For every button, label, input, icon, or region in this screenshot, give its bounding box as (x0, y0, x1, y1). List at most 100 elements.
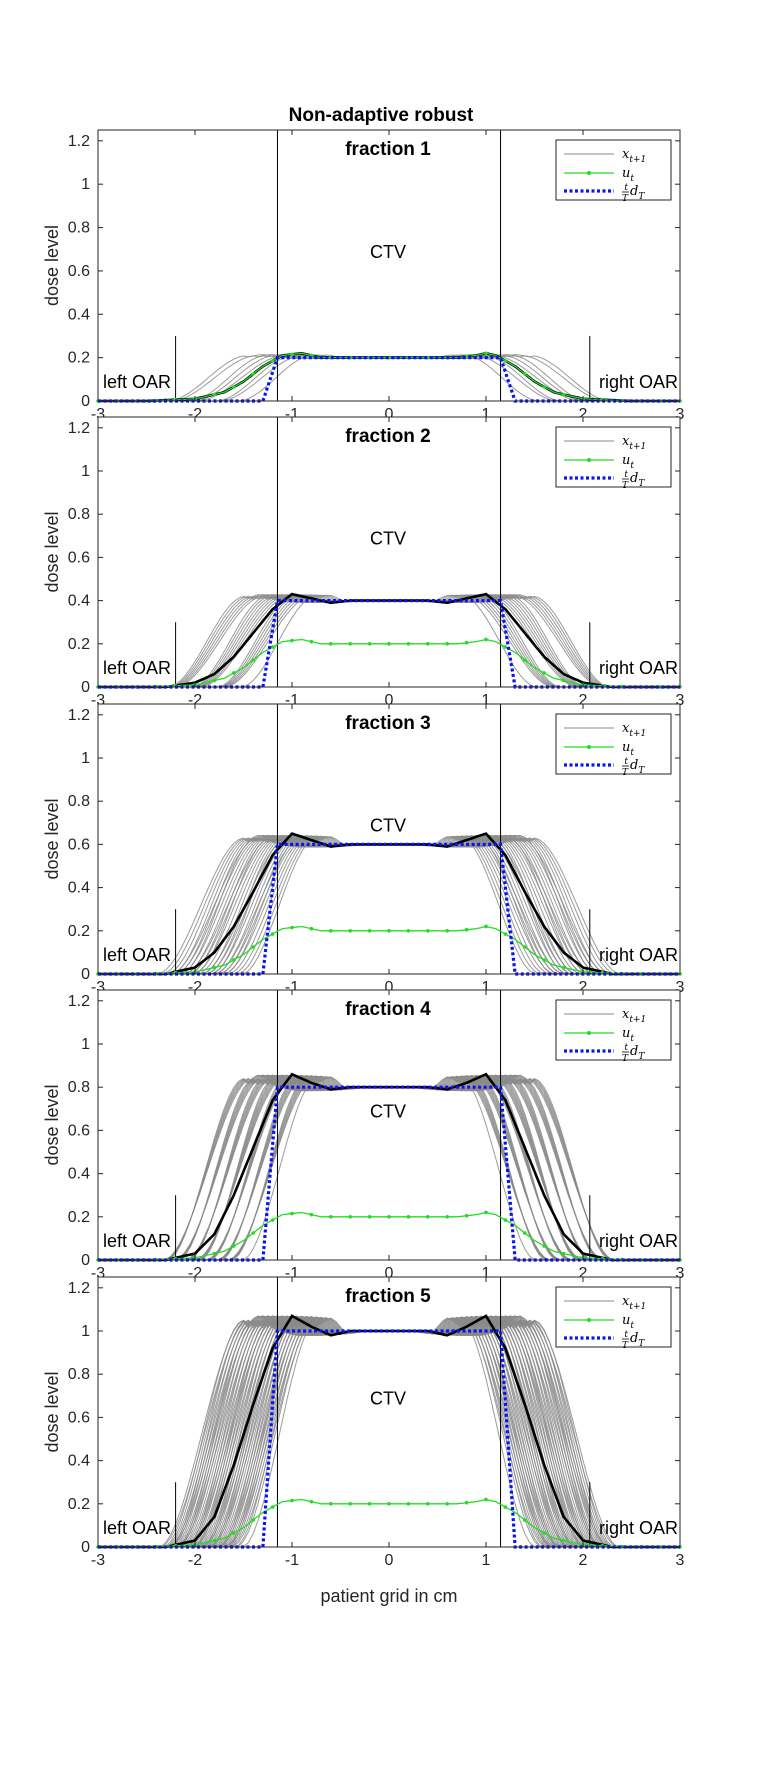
control-point (251, 945, 255, 949)
ctv-label: CTV (370, 1388, 406, 1408)
legend-label-scenario: xt+1 (622, 434, 646, 452)
control-point (251, 658, 255, 662)
y-tick-label: 0.6 (68, 1409, 90, 1426)
y-tick-label: 0.6 (68, 836, 90, 853)
control-point (445, 1502, 450, 1506)
x-tick-label: 0 (385, 692, 394, 709)
control-point (523, 1518, 527, 1522)
y-tick-label: 1 (81, 176, 90, 193)
y-axis-label: dose level (42, 225, 62, 306)
control-point (406, 642, 411, 646)
control-point (542, 1244, 546, 1248)
legend-control-marker (587, 171, 591, 175)
y-tick-label: 0.4 (68, 880, 90, 897)
control-point (251, 1231, 255, 1235)
control-point (309, 926, 314, 931)
control-point (445, 929, 450, 933)
control-point (290, 352, 294, 357)
legend-label-control: ut (622, 1313, 634, 1331)
x-tick-label: 3 (676, 1265, 685, 1282)
control-point (212, 678, 217, 683)
panel-fraction-5: 0 0.2 0.4 0.6 0.8 1 1.2 -3 -2 -1 0 1 2 3 dose level fra… (42, 1276, 685, 1569)
control-point (503, 645, 508, 649)
y-tick-label: 0.8 (68, 793, 90, 810)
y-tick-label: 0 (81, 679, 90, 696)
control-point (367, 642, 372, 646)
control-point (426, 929, 430, 933)
legend-label-scenario: xt+1 (622, 1294, 646, 1312)
x-tick-label: 2 (579, 406, 588, 423)
control-point (523, 658, 527, 662)
y-tick-label: 0.8 (68, 1366, 90, 1383)
legend-label-control: ut (622, 166, 634, 184)
panel-title: fraction 5 (345, 1286, 431, 1307)
x-tick-label: 1 (482, 979, 491, 996)
y-axis-label: dose level (42, 798, 62, 879)
legend-label-control: ut (622, 453, 634, 471)
control-point (290, 925, 294, 930)
y-axis-label: dose level (42, 1371, 62, 1452)
panel-title: fraction 1 (345, 139, 431, 160)
legend-control-marker (587, 458, 591, 462)
control-point (290, 638, 294, 643)
y-tick-label: 0.4 (68, 593, 90, 610)
x-tick-label: -3 (91, 1552, 105, 1569)
control-point (406, 1215, 411, 1219)
control-point (503, 1218, 508, 1222)
control-point (484, 924, 488, 929)
legend-control-marker (587, 1031, 591, 1035)
y-tick-label: 0.2 (68, 923, 90, 940)
x-axis-label: patient grid in cm (320, 1586, 457, 1606)
y-axis-label: dose level (42, 511, 62, 592)
x-tick-label: 1 (482, 1265, 491, 1282)
control-point (329, 642, 333, 646)
control-point (542, 385, 546, 389)
control-point (251, 1518, 255, 1522)
x-tick-label: 2 (579, 979, 588, 996)
mean-dose-line (98, 1072, 680, 1262)
right-oar-label: right OAR (599, 1518, 678, 1538)
legend-label-scenario: xt+1 (622, 721, 646, 739)
ctv-label: CTV (370, 242, 406, 262)
control-point (542, 958, 546, 962)
y-tick-label: 1 (81, 463, 90, 480)
y-tick-label: 0 (81, 1539, 90, 1556)
y-tick-label: 0 (81, 966, 90, 983)
right-oar-label: right OAR (599, 658, 678, 678)
control-point (212, 965, 217, 970)
control-point (212, 1538, 217, 1543)
x-tick-label: 3 (676, 1552, 685, 1569)
y-tick-label: 1.2 (68, 707, 90, 724)
legend-label-control: ut (622, 1026, 634, 1044)
control-point (387, 1215, 391, 1219)
control-point (348, 642, 353, 646)
control-point (503, 932, 508, 936)
control-point (270, 932, 275, 936)
control-point (561, 678, 566, 683)
control-point (251, 372, 255, 376)
control-point (445, 1215, 450, 1219)
ctv-label: CTV (370, 815, 406, 835)
control-point (523, 1231, 527, 1235)
legend-control-marker (587, 1318, 591, 1322)
control-point (561, 1538, 566, 1543)
y-tick-label: 1.2 (68, 993, 90, 1010)
y-tick-label: 0.8 (68, 1079, 90, 1096)
mean-dose-line (98, 832, 680, 976)
control-point (561, 1251, 566, 1256)
control-point (270, 645, 275, 649)
right-oar-label: right OAR (599, 372, 678, 392)
control-point (212, 1251, 217, 1256)
control-point (464, 1500, 469, 1505)
control-point (329, 1502, 333, 1506)
x-tick-label: 2 (579, 692, 588, 709)
